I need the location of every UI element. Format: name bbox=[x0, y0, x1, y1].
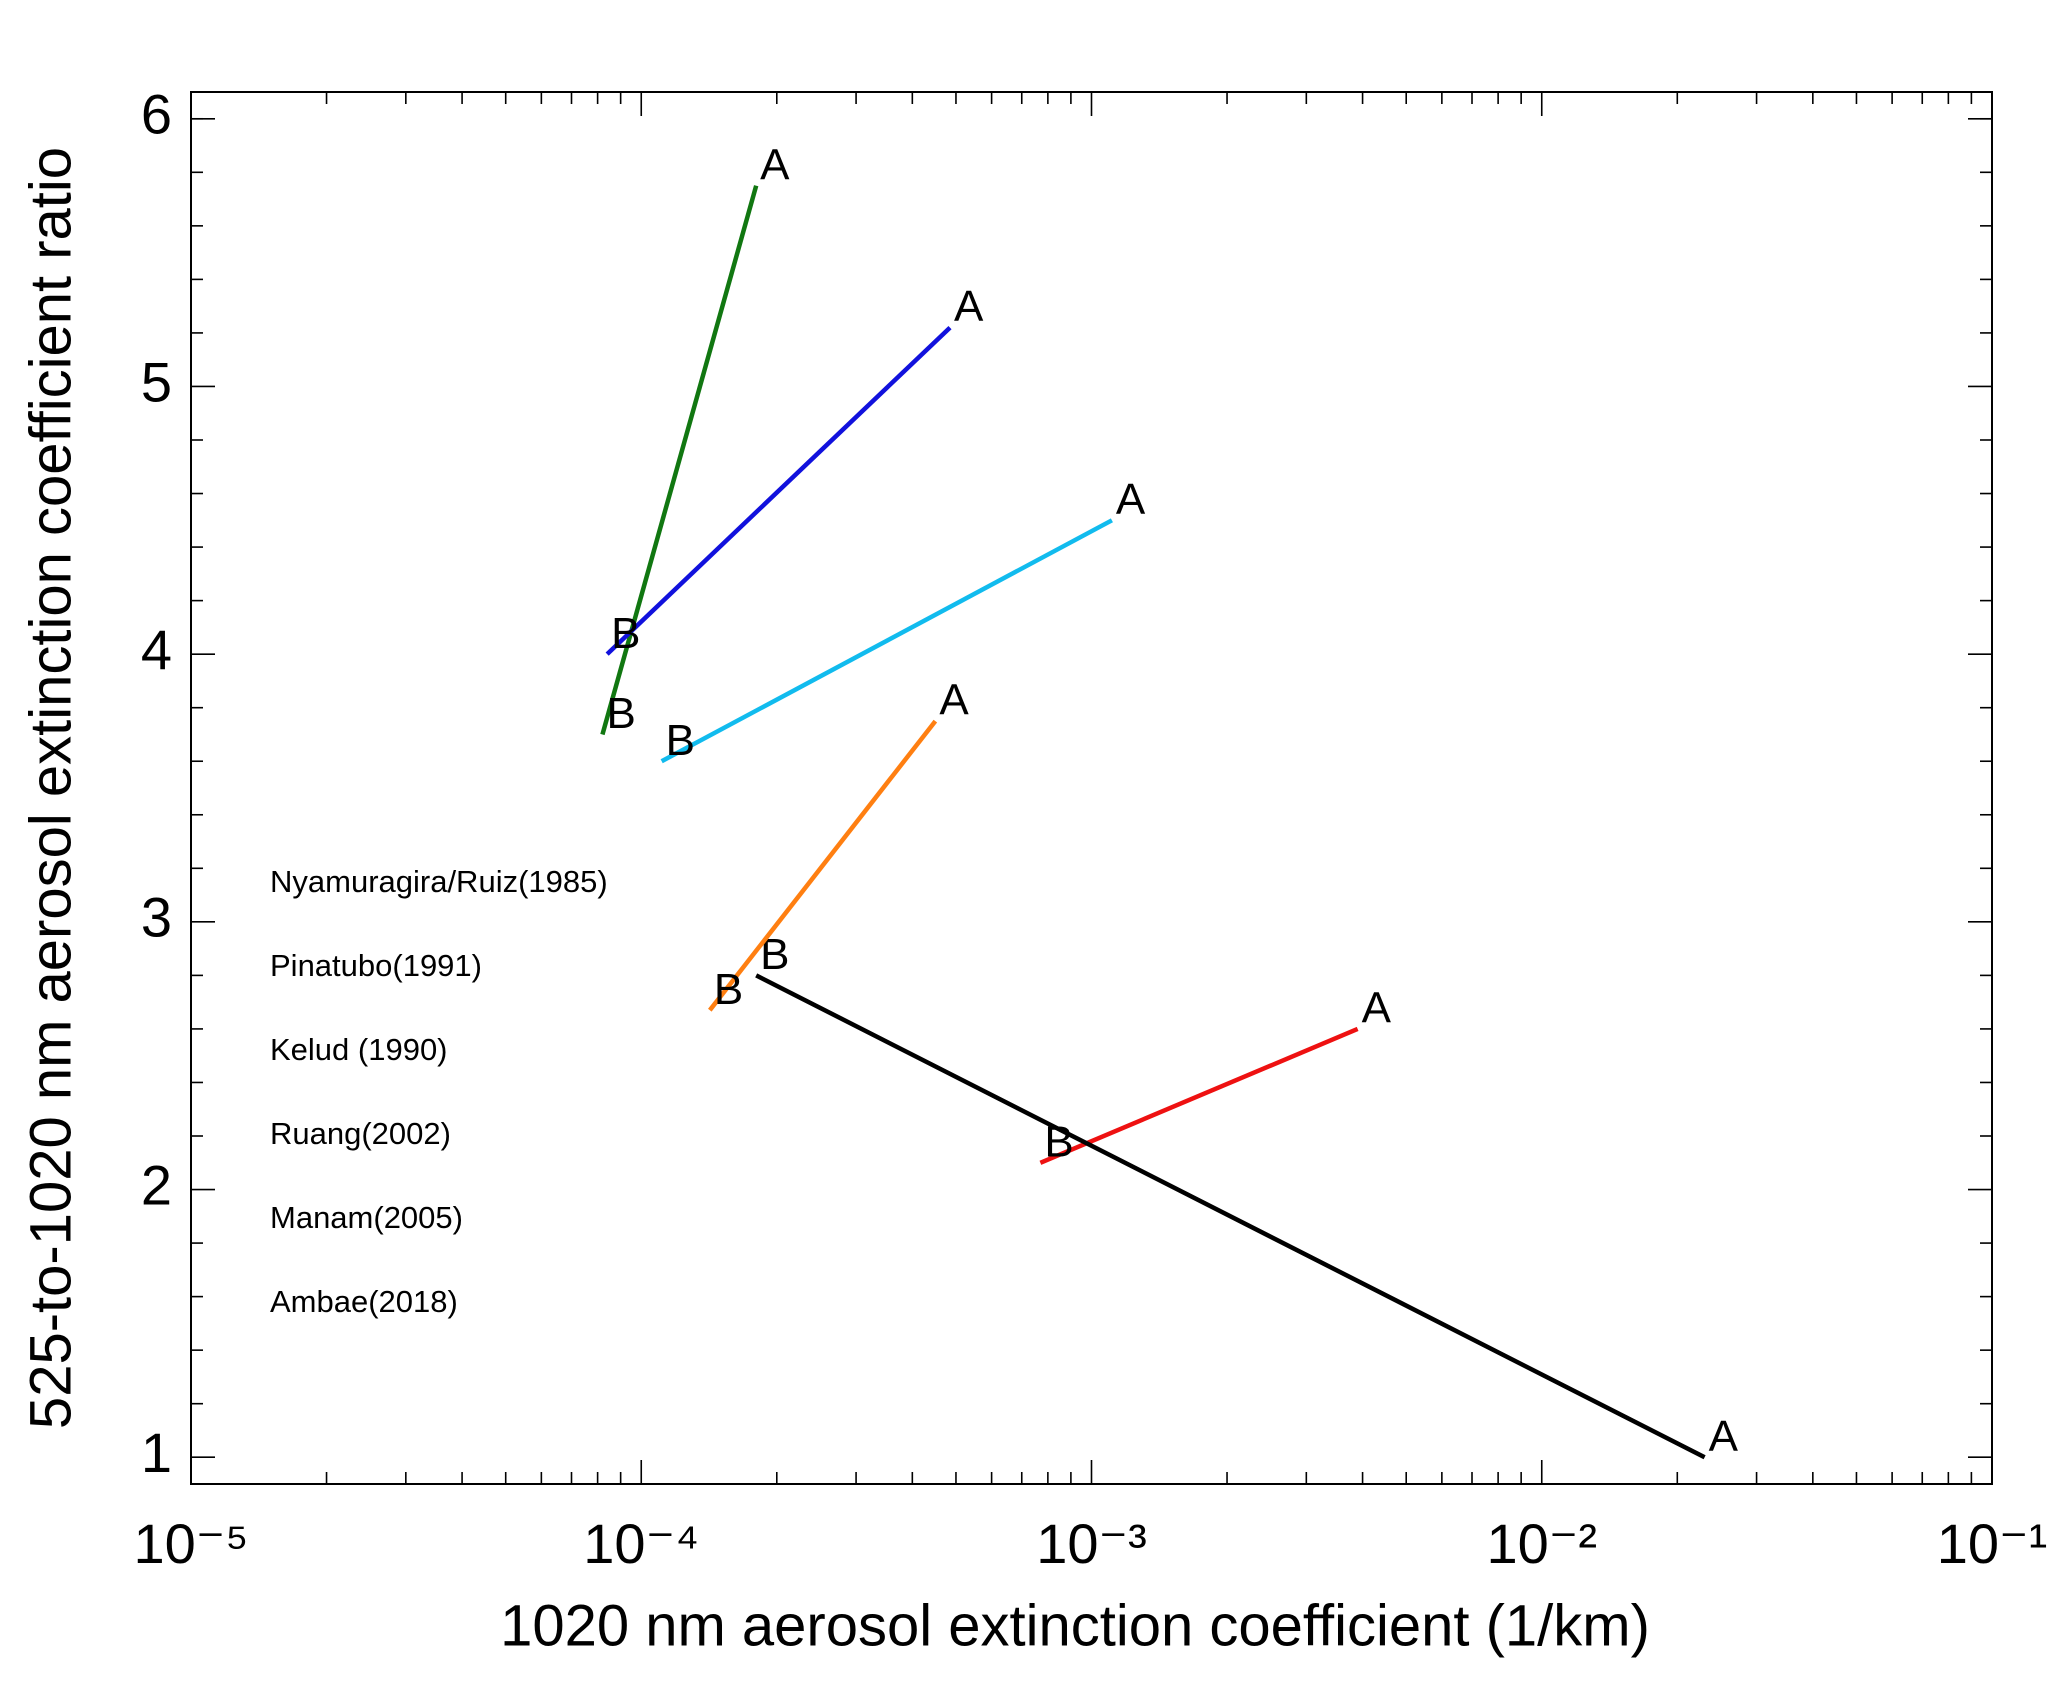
legend-entry: Ambae(2018) bbox=[270, 1284, 458, 1319]
series-line bbox=[1039, 1026, 1359, 1165]
legend-entry: Nyamuragira/Ruiz(1985) bbox=[270, 864, 608, 899]
series-line bbox=[605, 325, 952, 656]
point-label: A bbox=[1362, 984, 1392, 1033]
series-line bbox=[755, 973, 1706, 1460]
x-tick-label: 10⁻² bbox=[1487, 1512, 1598, 1575]
y-tick-label: 3 bbox=[141, 886, 172, 949]
y-tick-label: 5 bbox=[141, 350, 172, 413]
x-tick-label: 10⁻⁴ bbox=[583, 1512, 699, 1575]
point-label: A bbox=[760, 140, 790, 189]
point-label: A bbox=[1709, 1412, 1739, 1461]
y-axis-title: 525-to-1020 nm aerosol extinction coeffi… bbox=[18, 147, 83, 1429]
x-tick-label: 10⁻¹ bbox=[1937, 1512, 2048, 1575]
y-tick-label: 2 bbox=[141, 1153, 172, 1216]
legend-entry: Manam(2005) bbox=[270, 1200, 463, 1235]
plot-frame bbox=[190, 91, 1993, 1485]
x-tick-label: 10⁻³ bbox=[1036, 1512, 1147, 1575]
series-line bbox=[660, 518, 1113, 764]
x-axis-title: 1020 nm aerosol extinction coefficient (… bbox=[500, 1593, 1650, 1658]
x-tick-label: 10⁻⁵ bbox=[133, 1512, 248, 1575]
legend-entry: Pinatubo(1991) bbox=[270, 948, 482, 983]
y-tick-label: 1 bbox=[141, 1421, 172, 1484]
legend-entry: Kelud (1990) bbox=[270, 1032, 448, 1067]
series-line bbox=[708, 719, 938, 1012]
point-label: B bbox=[666, 716, 695, 765]
point-label: B bbox=[611, 609, 640, 658]
y-tick-label: 4 bbox=[141, 618, 172, 681]
series-line bbox=[600, 185, 759, 736]
point-label: A bbox=[939, 676, 969, 725]
point-label: A bbox=[954, 282, 984, 331]
point-label: B bbox=[606, 689, 635, 738]
y-tick-label: 6 bbox=[141, 83, 172, 146]
point-label: B bbox=[714, 965, 743, 1014]
point-label: A bbox=[1116, 475, 1146, 524]
legend-entry: Ruang(2002) bbox=[270, 1116, 451, 1151]
